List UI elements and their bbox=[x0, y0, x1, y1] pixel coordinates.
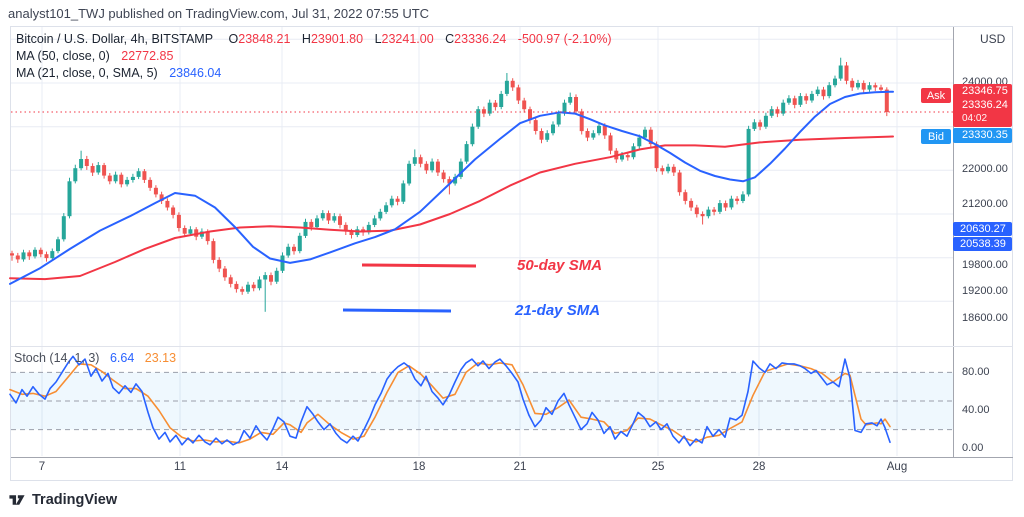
last-price-box: 23346.75 23336.24 04:02 bbox=[953, 84, 1012, 127]
time-tick-label: 7 bbox=[38, 461, 46, 473]
tradingview-brand-text: TradingView bbox=[32, 492, 118, 508]
price-tick-label: 19800.00 bbox=[962, 259, 1008, 271]
bid-price-box: 23330.35 bbox=[953, 128, 1012, 143]
stoch-tick-label: 40.00 bbox=[962, 404, 990, 416]
time-tick-label: 11 bbox=[174, 461, 186, 473]
last-price-value: 23336.24 bbox=[962, 99, 1008, 111]
ma50-label: MA (50, close, 0) bbox=[16, 49, 110, 63]
time-axis-separator bbox=[11, 457, 1013, 458]
stoch-label: Stoch (14, 1, 3) bbox=[14, 351, 100, 365]
tradingview-logo-icon bbox=[9, 495, 25, 505]
ohlc-low-value: 23241.00 bbox=[381, 32, 434, 46]
ohlc-change: -500.97 (-2.10%) bbox=[517, 32, 612, 46]
time-tick-label: 25 bbox=[651, 461, 665, 473]
bid-tag: Bid bbox=[921, 129, 951, 144]
ma50-value: 22772.85 bbox=[121, 49, 174, 63]
ohlc-low-prefix: L bbox=[374, 32, 382, 46]
price-tick-label: 19200.00 bbox=[962, 285, 1008, 297]
price-tick-label: 21200.00 bbox=[962, 198, 1008, 210]
time-tick-label: Aug bbox=[886, 461, 908, 473]
ohlc-close-prefix: C bbox=[445, 32, 455, 46]
price-level-box: 20538.39 bbox=[953, 237, 1012, 251]
time-tick-label: 18 bbox=[412, 461, 426, 473]
price-tick-label: 22000.00 bbox=[962, 163, 1008, 175]
ma21-value: 23846.04 bbox=[169, 66, 222, 80]
bar-countdown: 04:02 bbox=[962, 113, 988, 124]
symbol-title: Bitcoin / U.S. Dollar, 4h, BITSTAMP bbox=[16, 32, 214, 46]
symbol-legend-row: Bitcoin / U.S. Dollar, 4h, BITSTAMP O238… bbox=[16, 32, 612, 46]
stoch-d-value: 23.13 bbox=[144, 351, 177, 365]
stoch-legend-row: Stoch (14, 1, 3) 6.64 23.13 bbox=[14, 351, 176, 365]
ohlc-high-value: 23901.80 bbox=[310, 32, 364, 46]
stoch-tick-label: 0.00 bbox=[962, 442, 984, 454]
pane-divider[interactable] bbox=[11, 346, 1013, 347]
ohlc-open-prefix: O bbox=[228, 32, 239, 46]
currency-label: USD bbox=[980, 32, 1006, 46]
time-tick-label: 14 bbox=[275, 461, 289, 473]
price-tick-label: 18600.00 bbox=[962, 312, 1008, 324]
ask-price-value: 23346.75 bbox=[962, 85, 1008, 97]
time-tick-label: 28 bbox=[752, 461, 766, 473]
ohlc-close-value: 23336.24 bbox=[454, 32, 507, 46]
tradingview-brand-link[interactable]: TradingView bbox=[8, 491, 117, 509]
ma21-label: MA (21, close, 0, SMA, 5) bbox=[16, 66, 158, 80]
sma50-annotation-label: 50-day SMA bbox=[517, 257, 603, 274]
time-tick-label: 21 bbox=[513, 461, 527, 473]
ohlc-open-value: 23848.21 bbox=[238, 32, 291, 46]
stoch-k-value: 6.64 bbox=[109, 351, 135, 365]
ask-tag: Ask bbox=[921, 88, 951, 103]
ma50-legend-row: MA (50, close, 0) 22772.85 bbox=[16, 49, 173, 63]
ohlc-high-prefix: H bbox=[301, 32, 311, 46]
publish-header: analyst101_TWJ published on TradingView.… bbox=[8, 6, 430, 21]
stoch-tick-label: 80.00 bbox=[962, 366, 990, 378]
ma21-legend-row: MA (21, close, 0, SMA, 5) 23846.04 bbox=[16, 66, 221, 80]
sma21-annotation-label: 21-day SMA bbox=[515, 302, 601, 319]
price-level-box: 20630.27 bbox=[953, 222, 1012, 236]
